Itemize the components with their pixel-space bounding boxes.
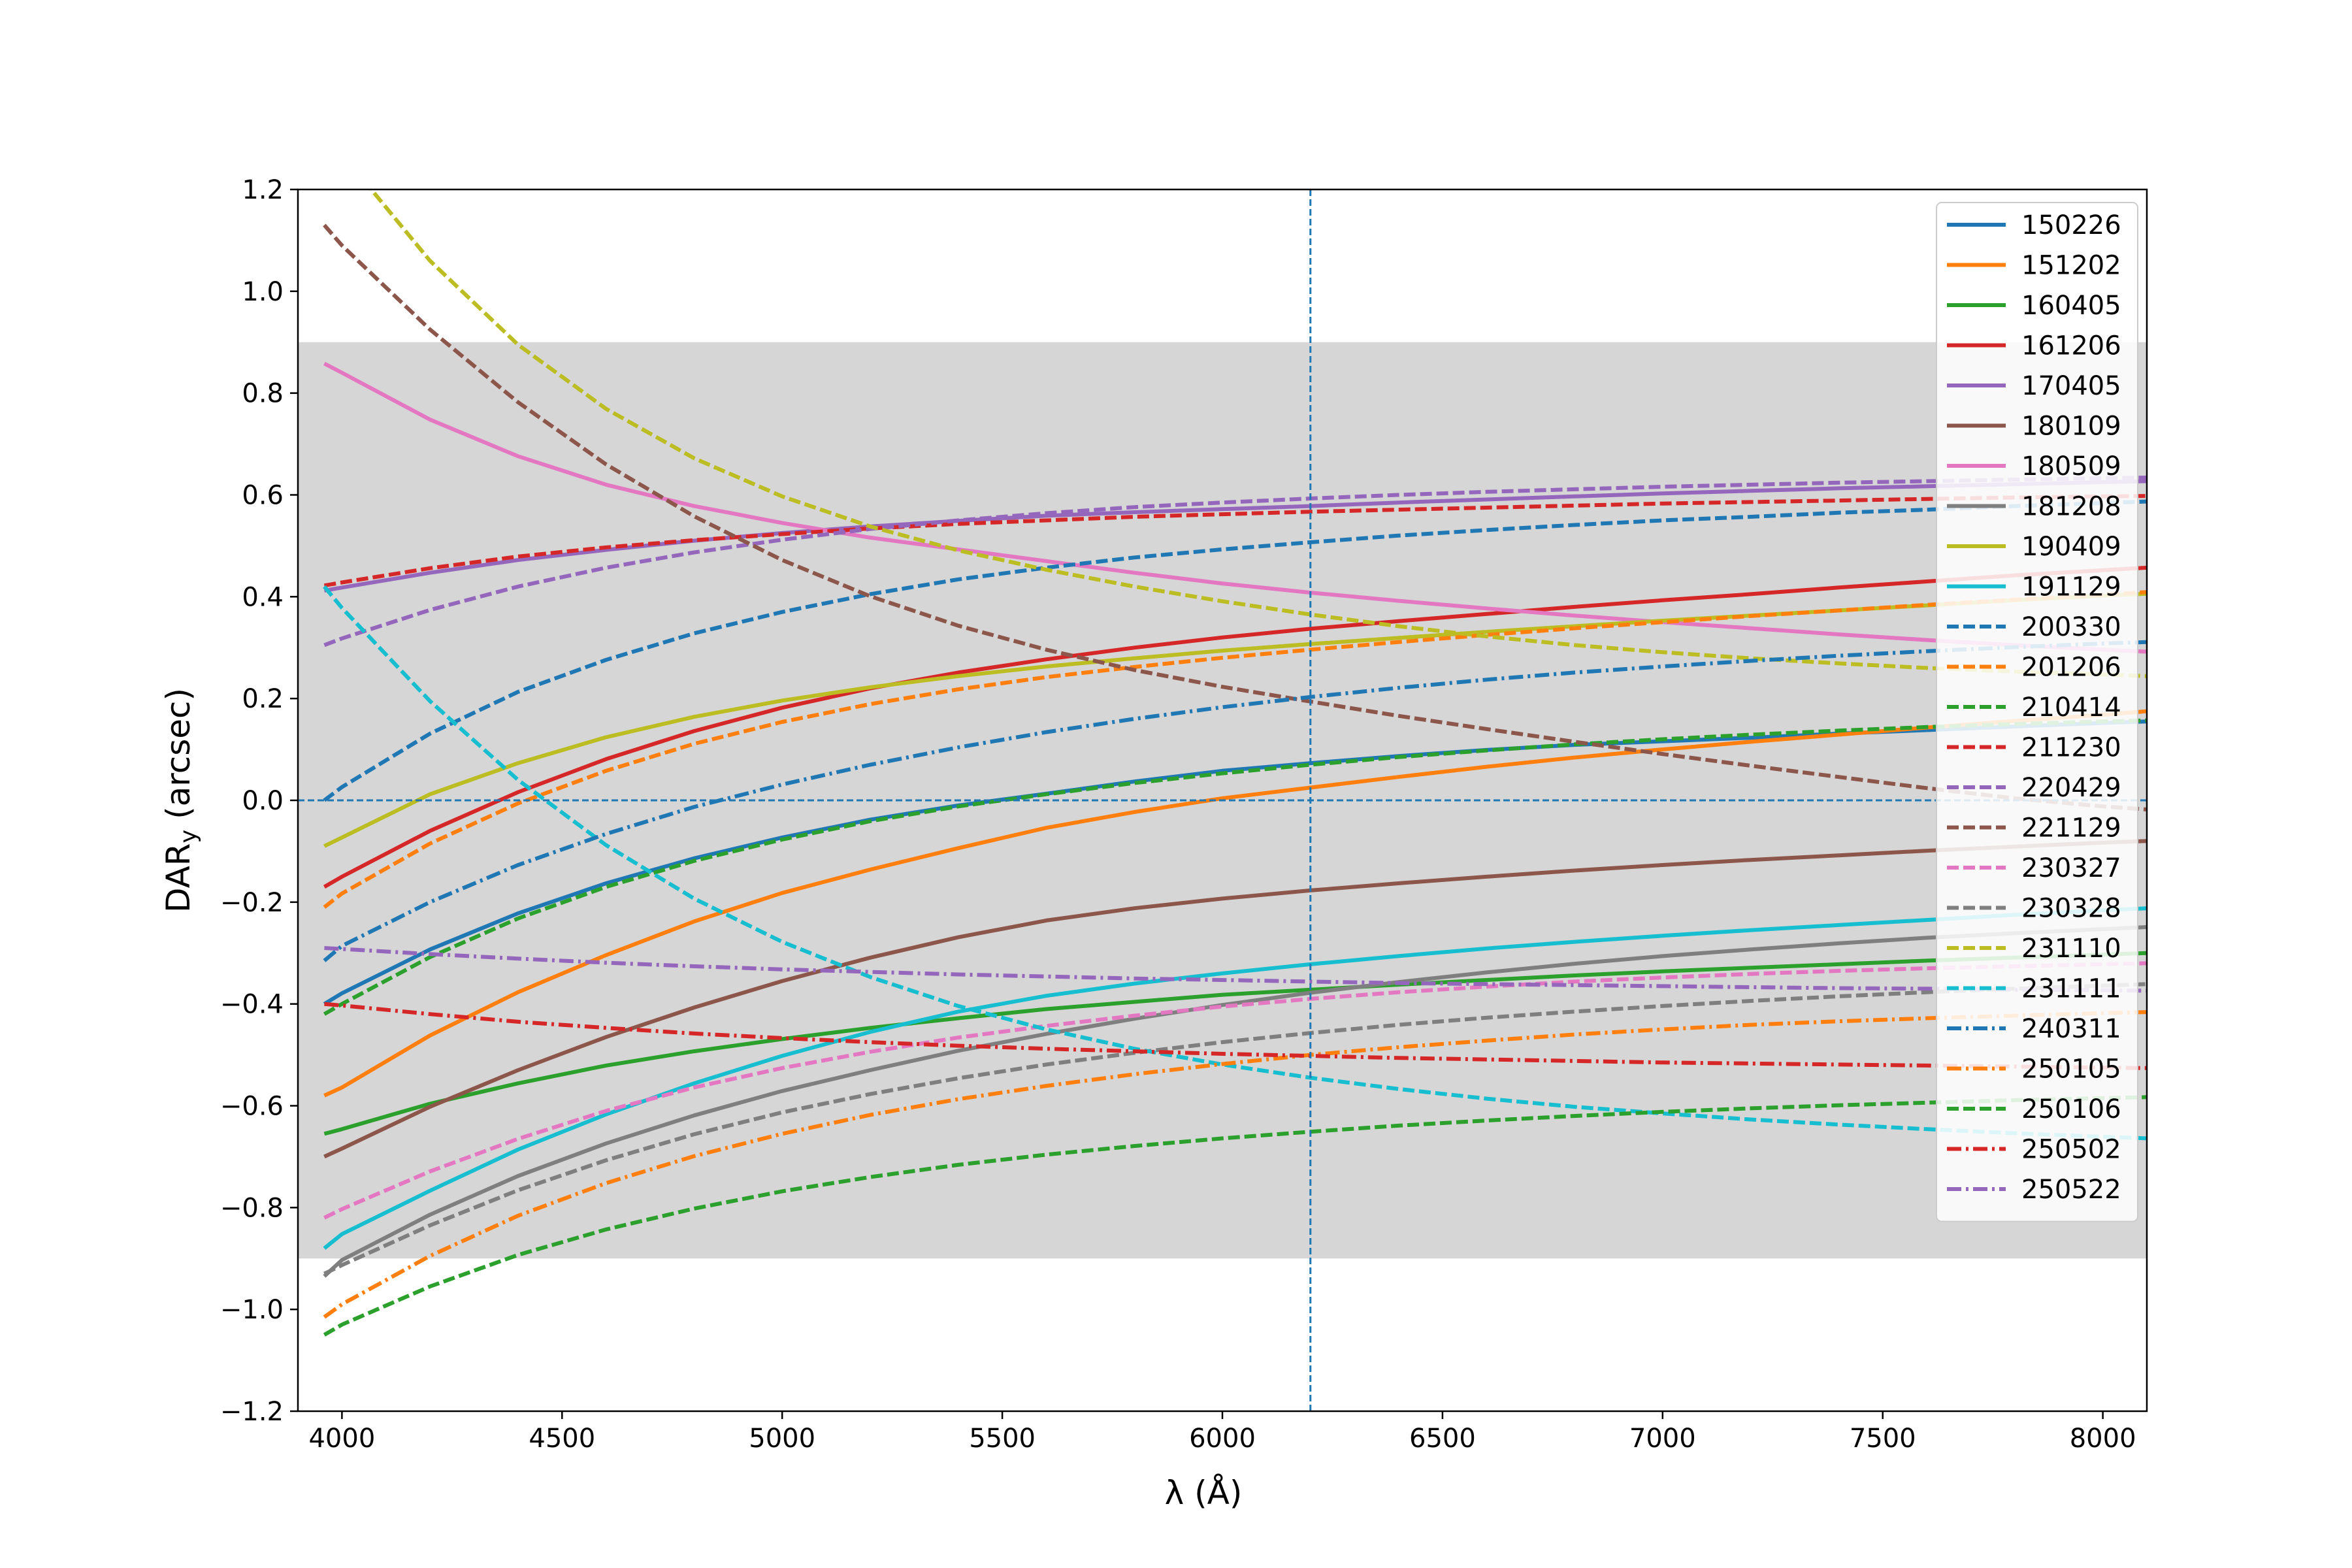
y-axis-label-main: DAR	[159, 843, 197, 913]
legend-label-200330: 200330	[2021, 612, 2121, 642]
series-line-181208	[323, 925, 2147, 1278]
y-tick-label: 1.0	[242, 277, 284, 307]
series-line-211230	[323, 494, 2147, 588]
x-tick-label: 4500	[529, 1424, 595, 1454]
series-line-180109	[323, 839, 2147, 1159]
series-layer	[323, 189, 2147, 1337]
legend-label-250502: 250502	[2021, 1135, 2121, 1165]
y-tick-label: 0.2	[242, 684, 284, 714]
y-tick-label: 1.2	[242, 175, 284, 205]
legend-label-210414: 210414	[2021, 693, 2121, 723]
y-axis-label: DARy (arcsec)	[159, 688, 202, 913]
y-tick-label: 0.4	[242, 582, 284, 612]
y-tick-label: −0.2	[220, 888, 284, 918]
legend-label-191129: 191129	[2021, 572, 2121, 602]
x-tick-label: 5500	[969, 1424, 1036, 1454]
legend-label-180109: 180109	[2021, 412, 2121, 442]
series-line-250522	[324, 946, 2147, 993]
series-line-191129	[323, 906, 2147, 1250]
legend-label-151202: 151202	[2021, 251, 2121, 281]
legend-label-250105: 250105	[2021, 1054, 2121, 1085]
legend-label-160405: 160405	[2021, 291, 2121, 321]
y-axis-label-unit: (arcsec)	[159, 688, 197, 830]
legend-label-211230: 211230	[2021, 733, 2121, 763]
series-line-231111	[323, 585, 2147, 1141]
x-tick-label: 7000	[1629, 1424, 1696, 1454]
x-tick-label: 5000	[749, 1424, 815, 1454]
y-tick-label: −1.0	[220, 1295, 284, 1325]
x-tick-label: 6000	[1189, 1424, 1256, 1454]
y-axis-ticks: −1.2 −1.0 −0.8 −0.6 −0.4 −0.2 0.0 0.2 0.4 0.6 0.8 1…	[220, 175, 298, 1427]
y-tick-label: −1.2	[220, 1397, 284, 1427]
legend-label-250106: 250106	[2021, 1094, 2121, 1124]
y-tick-label: −0.4	[220, 990, 284, 1020]
series-line-201206	[323, 590, 2147, 909]
y-tick-label: −0.8	[220, 1193, 284, 1223]
legend-label-150226: 150226	[2021, 210, 2121, 240]
series-line-230328	[323, 982, 2147, 1276]
legend-label-230328: 230328	[2021, 894, 2121, 924]
series-line-180509	[323, 361, 2147, 654]
legend-label-201206: 201206	[2021, 653, 2121, 683]
legend-label-161206: 161206	[2021, 331, 2121, 361]
legend-label-240311: 240311	[2021, 1014, 2121, 1044]
reference-line-layer	[298, 189, 2147, 1411]
y-axis-label-subscript: y	[176, 830, 202, 843]
legend-label-170405: 170405	[2021, 371, 2121, 401]
legend-label-231110: 231110	[2021, 934, 2121, 964]
series-line-231110	[368, 189, 2147, 678]
x-tick-label: 6500	[1409, 1424, 1476, 1454]
series-line-230327	[323, 961, 2147, 1220]
legend-label-231111: 231111	[2021, 974, 2121, 1004]
x-axis-label: λ (Å)	[1165, 1474, 1243, 1512]
series-line-200330	[323, 499, 2147, 802]
legend-label-180509: 180509	[2021, 451, 2121, 482]
series-line-250105	[323, 1010, 2147, 1319]
series-line-210414	[323, 718, 2147, 1016]
series-line-151202	[323, 709, 2147, 1098]
y-tick-label: 0.8	[242, 379, 284, 409]
series-line-250106	[323, 1095, 2147, 1337]
legend-label-190409: 190409	[2021, 532, 2121, 562]
y-tick-label: 0.6	[242, 481, 284, 511]
legend-label-230327: 230327	[2021, 853, 2121, 883]
legend-label-220429: 220429	[2021, 773, 2121, 803]
x-tick-label: 8000	[2070, 1424, 2136, 1454]
legend-label-250522: 250522	[2021, 1175, 2121, 1205]
legend-label-181208: 181208	[2021, 492, 2121, 522]
series-line-161206	[323, 565, 2147, 889]
series-line-170405	[323, 479, 2147, 593]
y-tick-label: −0.6	[220, 1092, 284, 1122]
series-line-250502	[324, 1002, 2147, 1070]
legend-label-221129: 221129	[2021, 813, 2121, 843]
legend-box	[1936, 202, 2138, 1222]
x-tick-label: 4000	[308, 1424, 375, 1454]
series-line-221129	[323, 223, 2147, 811]
x-tick-label: 7500	[1850, 1424, 1916, 1454]
y-tick-label: 0.0	[242, 786, 284, 816]
series-line-220429	[323, 476, 2147, 647]
legend: 150226 151202 160405 161206 170405 180109 1805…	[1936, 202, 2138, 1222]
series-line-240311	[323, 640, 2147, 962]
series-line-160405	[323, 951, 2147, 1136]
x-axis-ticks: 4000 4500 5000 5500 6000 6500 7000 7500 8000	[308, 1411, 2136, 1454]
